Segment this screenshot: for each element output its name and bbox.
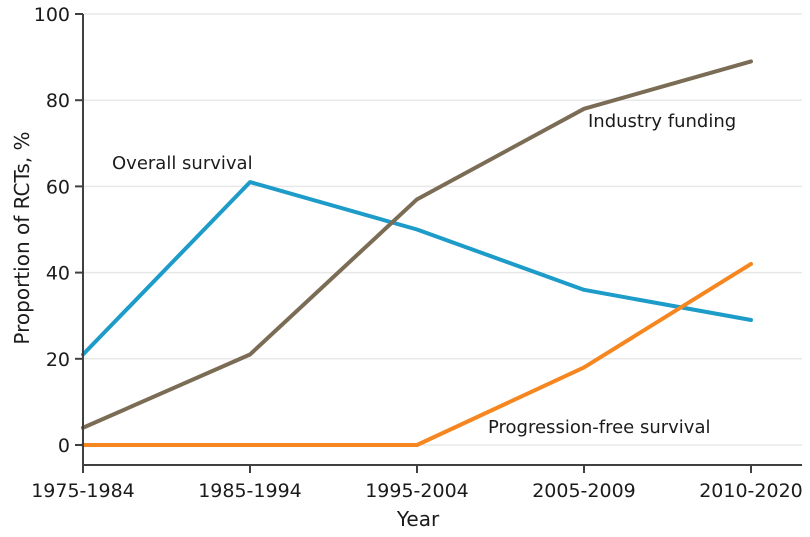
series-line-industry-funding <box>81 59 753 430</box>
y-tick-label: 0 <box>58 435 70 457</box>
x-tick-label: 2005-2009 <box>532 480 636 502</box>
series-annotation-overall-survival: Overall survival <box>112 153 253 174</box>
y-tick-label: 60 <box>46 176 70 198</box>
y-tick-label: 80 <box>46 90 70 112</box>
y-axis-title: Proportion of RCTs, % <box>10 131 34 345</box>
series-annotation-progression-free-survival: Progression-free survival <box>488 417 710 438</box>
x-tick-label: 2010-2020 <box>699 480 803 502</box>
series-line-progression-free-survival <box>81 261 753 447</box>
x-tick-label: 1985-1994 <box>198 480 302 502</box>
y-tick-label: 20 <box>46 349 70 371</box>
y-tick-label: 40 <box>46 263 70 285</box>
series-line-overall-survival <box>81 180 753 357</box>
x-axis-title: Year <box>396 507 440 531</box>
series-annotation-industry-funding: Industry funding <box>588 111 736 132</box>
y-tick-label: 100 <box>34 4 70 26</box>
x-tick-label: 1995-2004 <box>365 480 469 502</box>
x-tick-label: 1975-1984 <box>31 480 135 502</box>
